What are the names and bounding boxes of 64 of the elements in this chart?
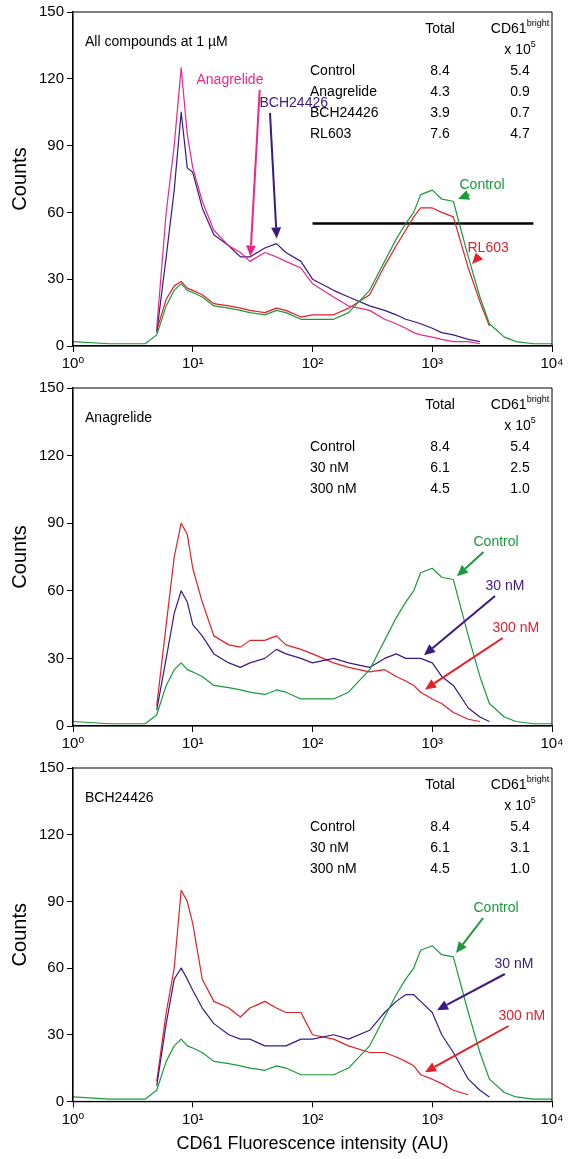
text: 300 nM bbox=[492, 619, 540, 635]
y-axis-title: Counts bbox=[7, 525, 30, 589]
y-axis-title: Counts bbox=[7, 147, 30, 211]
x-tick-label: 10³ bbox=[421, 734, 444, 752]
text: Control bbox=[473, 533, 519, 549]
text: Anagrelide 4.3 0.9 bbox=[310, 83, 530, 99]
y-axis-title: Counts bbox=[7, 903, 30, 967]
series-label: Anagrelide bbox=[196, 71, 264, 87]
annotation: x 10$^{5}$ bbox=[503, 795, 537, 813]
annotation: x 10$^{5}$ bbox=[503, 415, 537, 433]
x-tick-label: 10⁰ bbox=[61, 1109, 85, 1127]
text: RL603 7.6 4.7 bbox=[310, 125, 530, 141]
y-tick-label: 90 bbox=[47, 135, 65, 153]
y-tick-label: 90 bbox=[47, 513, 65, 531]
y-tick-label: 90 bbox=[47, 891, 65, 909]
y-tick-label: 30 bbox=[47, 269, 65, 287]
text: 30 nM 6.1 2.5 bbox=[310, 459, 530, 475]
y-tick-label: 0 bbox=[55, 716, 65, 734]
annotation: All compounds at 1 µM bbox=[85, 33, 228, 49]
text: 30 nM bbox=[494, 955, 534, 971]
annotation: Anagrelide bbox=[85, 409, 152, 425]
x-tick-label: 10⁴ bbox=[540, 734, 564, 752]
x-tick-label: 10⁴ bbox=[540, 1109, 564, 1127]
y-tick-label: 120 bbox=[39, 445, 65, 463]
text: Control 8.4 5.4 bbox=[310, 62, 530, 78]
x-tick-label: 10² bbox=[301, 734, 324, 752]
y-tick-label: 60 bbox=[47, 958, 65, 976]
y-tick-label: 30 bbox=[47, 1024, 65, 1042]
text: Total CD61$^{bright}$ bbox=[425, 18, 550, 36]
annotation: BCH24426 bbox=[85, 789, 154, 805]
y-tick-label: 60 bbox=[47, 202, 65, 220]
y-tick-label: 150 bbox=[39, 378, 65, 396]
y-tick-label: 0 bbox=[55, 336, 65, 354]
x-tick-label: 10² bbox=[301, 354, 324, 372]
text: 300 nM bbox=[498, 1007, 546, 1023]
text: Control 8.4 5.4 bbox=[310, 438, 530, 454]
y-tick-label: 150 bbox=[39, 2, 65, 20]
x-tick-label: 10⁴ bbox=[540, 354, 564, 372]
y-tick-label: 150 bbox=[39, 758, 65, 776]
x-axis-title: CD61 Fluorescence intensity (AU) bbox=[176, 1133, 449, 1154]
annotation: x 10$^{5}$ bbox=[503, 39, 537, 57]
x-tick-label: 10³ bbox=[421, 1109, 444, 1127]
y-tick-label: 30 bbox=[47, 648, 65, 666]
text: 300 nM 4.5 1.0 bbox=[310, 480, 530, 496]
series-label: RL603 bbox=[467, 239, 509, 255]
y-tick-label: 0 bbox=[55, 1091, 65, 1109]
x-tick-label: 10¹ bbox=[181, 354, 204, 372]
text: Control bbox=[473, 899, 519, 915]
x-tick-label: 10⁰ bbox=[61, 734, 85, 752]
text: Total CD61$^{bright}$ bbox=[425, 394, 550, 412]
text: 30 nM 6.1 3.1 bbox=[310, 839, 530, 855]
x-tick-label: 10¹ bbox=[181, 1109, 204, 1127]
x-tick-label: 10² bbox=[301, 1109, 324, 1127]
y-tick-label: 120 bbox=[39, 824, 65, 842]
x-tick-label: 10³ bbox=[421, 354, 444, 372]
text: 300 nM 4.5 1.0 bbox=[310, 860, 530, 876]
text: Control 8.4 5.4 bbox=[310, 818, 530, 834]
x-tick-label: 10⁰ bbox=[61, 354, 85, 372]
y-tick-label: 120 bbox=[39, 68, 65, 86]
text: Total CD61$^{bright}$ bbox=[425, 774, 550, 792]
text: 30 nM bbox=[485, 577, 525, 593]
y-tick-label: 60 bbox=[47, 580, 65, 598]
series-label: Control bbox=[459, 176, 505, 192]
x-tick-label: 10¹ bbox=[181, 734, 204, 752]
